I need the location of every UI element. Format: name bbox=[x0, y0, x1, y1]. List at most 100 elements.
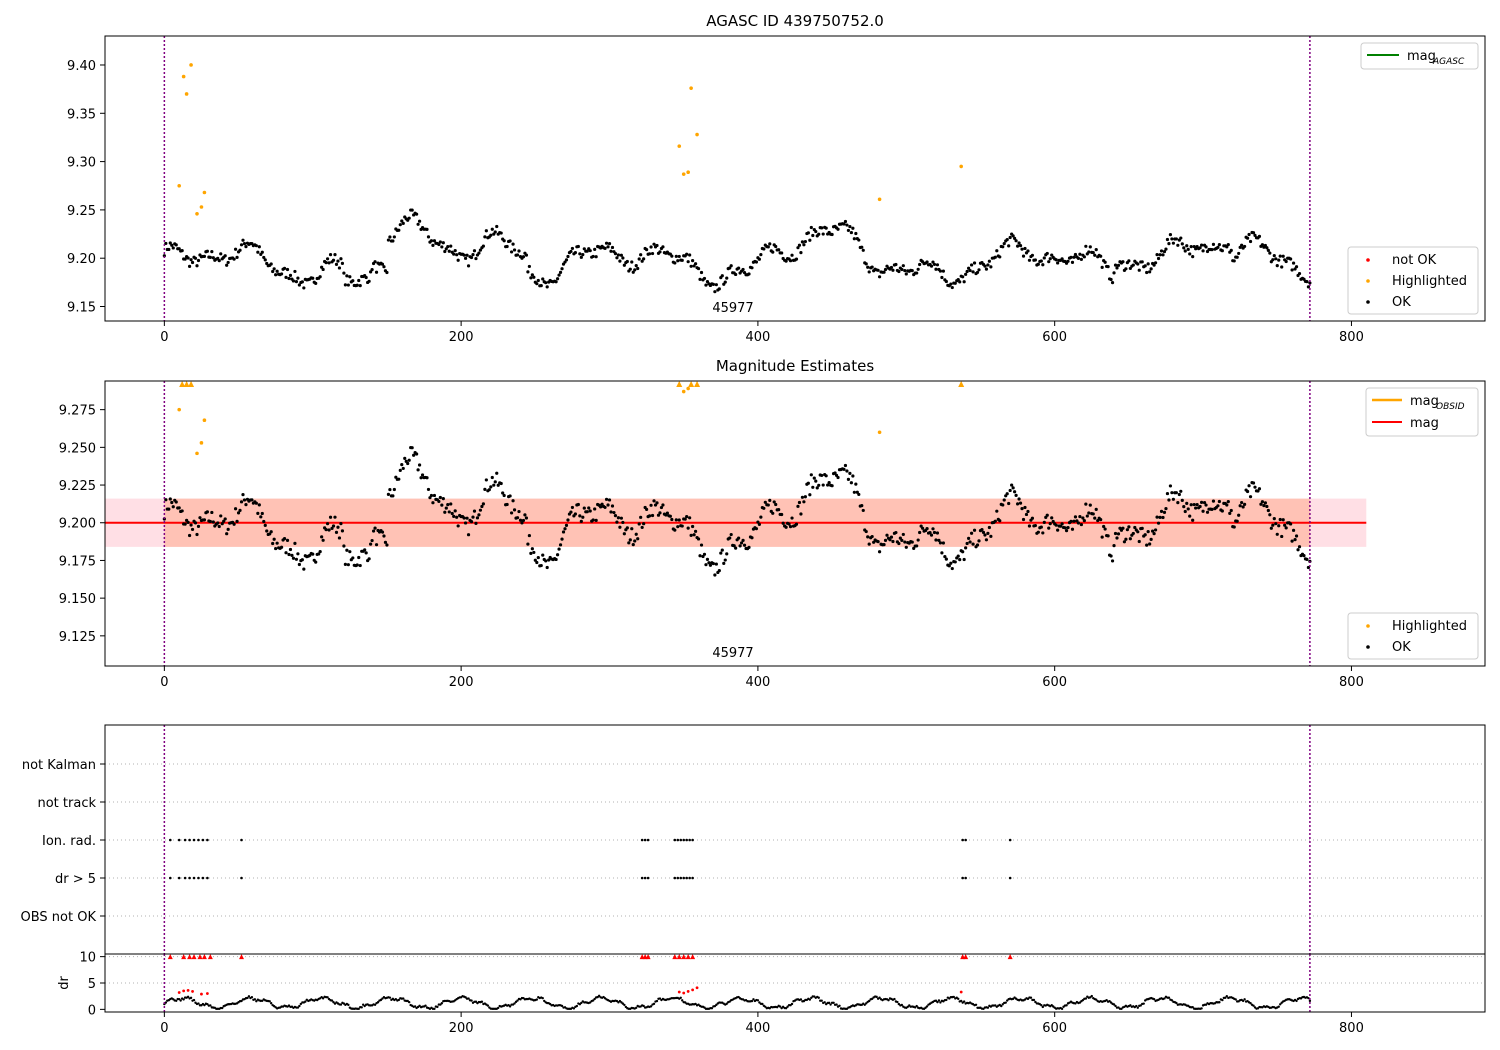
dr-point bbox=[1105, 998, 1108, 1002]
legend-marker-ok bbox=[1366, 645, 1370, 649]
ok-point bbox=[935, 263, 940, 267]
ok-point bbox=[440, 245, 444, 249]
ok-point bbox=[774, 502, 778, 507]
ok-point bbox=[983, 533, 987, 537]
ok-point bbox=[754, 527, 759, 531]
legend-label-mag: mag bbox=[1407, 49, 1436, 64]
ok-point bbox=[882, 543, 886, 547]
ok-point bbox=[1045, 251, 1049, 256]
category-label: not Kalman bbox=[22, 758, 96, 773]
dr-point bbox=[1029, 996, 1033, 999]
dr-point bbox=[835, 1003, 838, 1006]
ok-point bbox=[984, 538, 989, 542]
ok-point bbox=[300, 280, 304, 284]
ok-point bbox=[1113, 531, 1118, 536]
ok-point bbox=[931, 527, 935, 531]
dr-clipped-marker bbox=[191, 954, 197, 960]
dr-clipped-marker bbox=[1007, 954, 1013, 960]
ok-point bbox=[403, 456, 407, 460]
dr-point bbox=[959, 999, 963, 1003]
ok-point bbox=[612, 510, 616, 515]
ok-point bbox=[518, 518, 523, 522]
ok-point bbox=[1194, 506, 1198, 510]
dr-red-point bbox=[191, 990, 194, 993]
flag-point bbox=[688, 876, 691, 880]
ok-point bbox=[784, 259, 788, 263]
highlighted-point bbox=[199, 205, 204, 209]
highlighted-point bbox=[695, 132, 699, 137]
dr-point bbox=[962, 1000, 966, 1003]
ok-point bbox=[603, 505, 607, 510]
highlighted-point bbox=[202, 190, 207, 195]
ok-point bbox=[794, 522, 799, 526]
highlighted-point bbox=[877, 430, 882, 435]
ok-point bbox=[336, 259, 340, 263]
dr-point bbox=[1170, 999, 1174, 1002]
ok-point bbox=[867, 542, 871, 546]
ok-point bbox=[1232, 525, 1236, 529]
ok-point bbox=[1047, 526, 1051, 530]
ok-point bbox=[545, 565, 549, 570]
dr-point bbox=[388, 996, 392, 999]
ok-point bbox=[369, 542, 373, 546]
ok-point bbox=[441, 496, 445, 501]
ok-point bbox=[279, 545, 284, 549]
ok-point bbox=[226, 260, 230, 265]
ok-point bbox=[1112, 544, 1116, 548]
dr-point bbox=[1225, 995, 1229, 998]
ok-point bbox=[900, 538, 904, 542]
clipped-marker bbox=[694, 381, 701, 387]
panel-magnitude-estimates-legend-points: Highlighted OK bbox=[1347, 612, 1479, 660]
ok-point bbox=[466, 264, 471, 268]
ok-point bbox=[1081, 516, 1085, 520]
panel-magnitude-estimates-obsid-label: 45977 bbox=[712, 646, 753, 661]
dr-point bbox=[268, 1000, 271, 1003]
ok-point bbox=[674, 518, 678, 522]
ok-point bbox=[391, 494, 395, 498]
ok-point bbox=[824, 474, 828, 478]
ok-point bbox=[1110, 281, 1115, 285]
ok-point bbox=[478, 248, 483, 252]
panel-agasc-yaxis: 9.15 9.20 9.25 9.30 9.35 9.40 bbox=[67, 59, 105, 316]
ok-point bbox=[339, 522, 343, 526]
dr-red-point bbox=[177, 991, 181, 994]
ok-point bbox=[328, 253, 333, 257]
ok-point bbox=[484, 229, 488, 233]
flag-point bbox=[961, 838, 964, 842]
ok-point bbox=[995, 249, 999, 253]
ok-point bbox=[219, 514, 223, 518]
ok-point bbox=[747, 272, 751, 276]
dr-point bbox=[1004, 1001, 1007, 1004]
dr-point bbox=[467, 997, 470, 1000]
ok-point bbox=[1110, 559, 1115, 563]
ok-point bbox=[358, 284, 362, 288]
ok-point bbox=[691, 259, 695, 263]
ok-point bbox=[205, 510, 209, 514]
ok-point bbox=[1278, 517, 1282, 522]
ok-point bbox=[174, 500, 178, 504]
ok-point bbox=[633, 268, 637, 272]
ok-point bbox=[1099, 254, 1103, 258]
ok-point bbox=[474, 521, 478, 525]
ok-point bbox=[1059, 524, 1063, 528]
ok-point bbox=[649, 503, 653, 507]
flag-point bbox=[201, 876, 205, 880]
category-label: dr > 5 bbox=[55, 872, 96, 887]
ok-point bbox=[826, 483, 830, 487]
ok-point bbox=[216, 521, 220, 525]
ok-point bbox=[254, 501, 258, 505]
ok-point bbox=[953, 281, 957, 285]
dr-point bbox=[658, 997, 662, 1000]
ok-point bbox=[1247, 232, 1251, 237]
dr-point bbox=[829, 1003, 832, 1006]
ok-point bbox=[477, 251, 481, 255]
ok-point bbox=[336, 525, 340, 529]
ok-point bbox=[962, 557, 966, 562]
legend-label-ok: OK bbox=[1392, 640, 1411, 655]
ok-point bbox=[1161, 253, 1165, 257]
dr-point bbox=[896, 1000, 899, 1004]
ok-point bbox=[342, 271, 346, 275]
ok-point bbox=[521, 255, 526, 259]
ok-point bbox=[696, 537, 701, 541]
ok-point bbox=[262, 255, 266, 260]
